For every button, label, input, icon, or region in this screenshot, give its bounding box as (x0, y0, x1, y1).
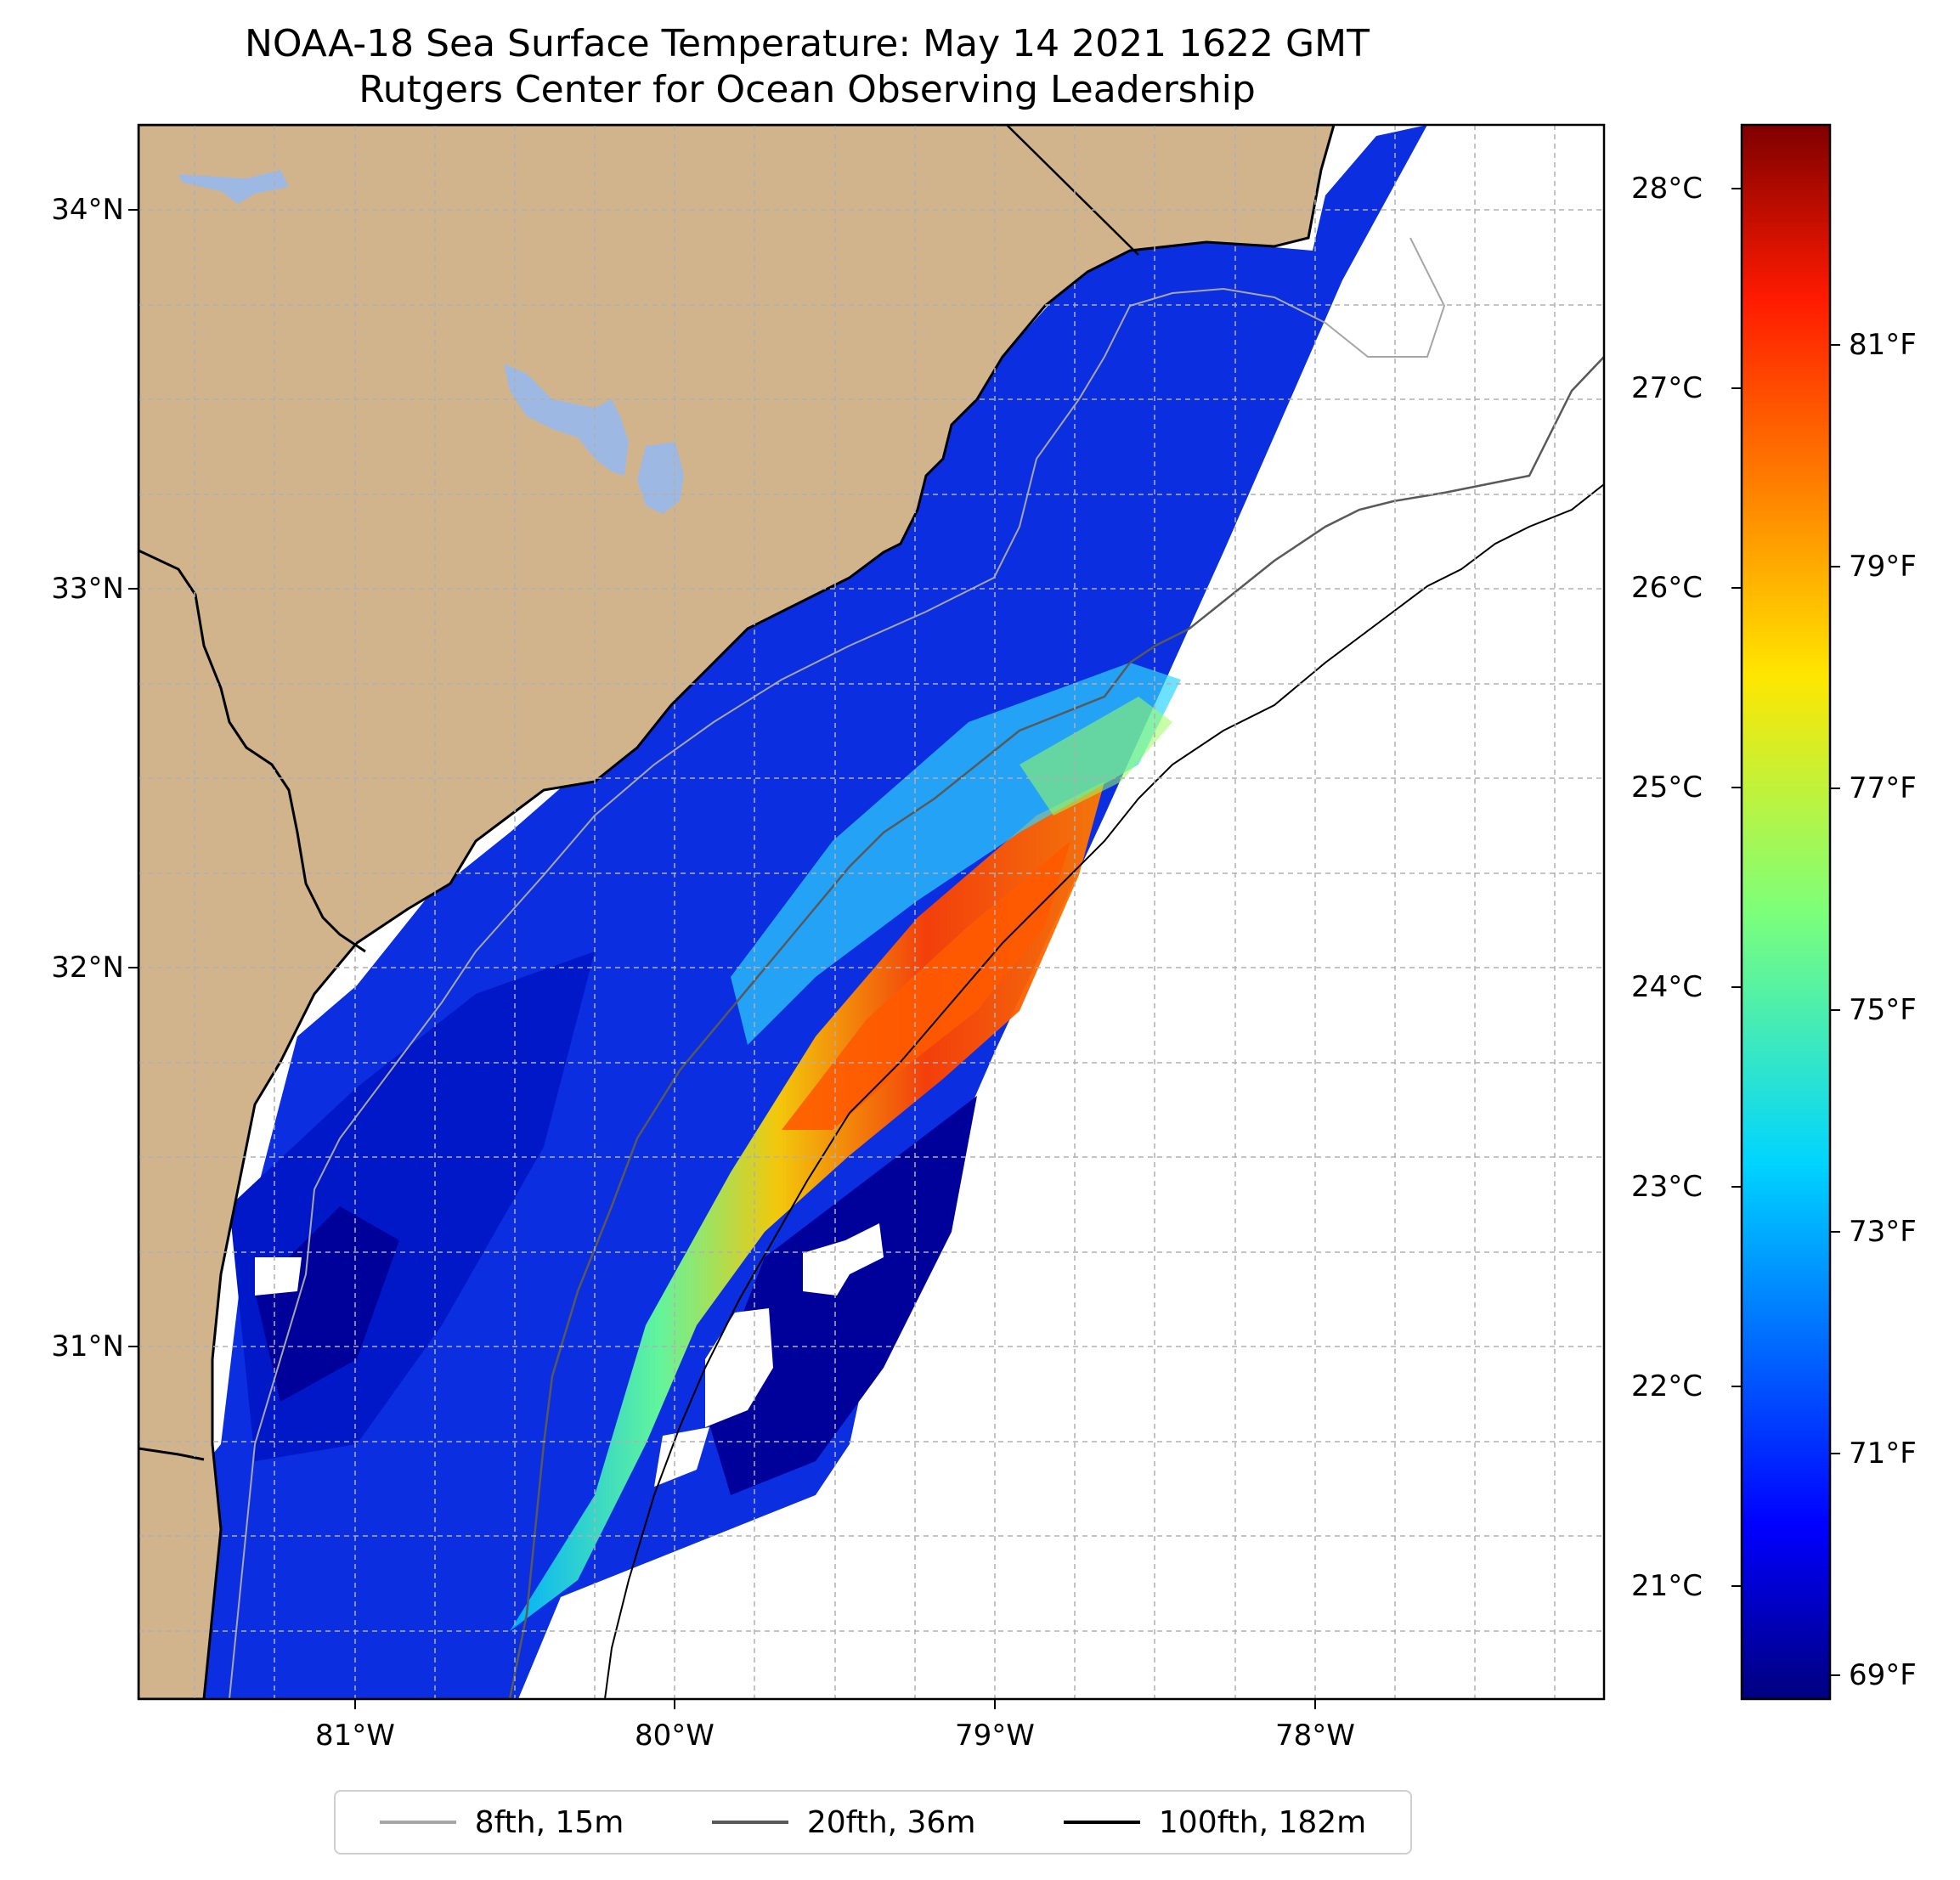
map-area (138, 125, 1604, 1699)
lon-label: 80°W (635, 1719, 715, 1753)
legend-label: 8fth, 15m (474, 1804, 624, 1840)
colorbar-fahrenheit-label: 73°F (1849, 1215, 1917, 1249)
sst-transition (1020, 697, 1172, 816)
river-border (138, 549, 366, 953)
missing-data-hole (705, 1308, 773, 1427)
lat-label: 33°N (51, 572, 124, 606)
missing-data-hole (654, 1427, 709, 1487)
legend-swatch-light-gray (379, 1821, 456, 1824)
colorbar-celsius-label: 23°C (1631, 1170, 1703, 1204)
lon-label: 81°W (315, 1719, 395, 1753)
colorbar-ticks (1731, 188, 1840, 1676)
missing-data-hole (518, 1444, 850, 1699)
colorbar-fahrenheit-label: 77°F (1849, 771, 1917, 805)
colorbar-fahrenheit-label: 69°F (1849, 1658, 1917, 1692)
legend-swatch-black (1063, 1821, 1140, 1824)
legend-item-15m: 8fth, 15m (379, 1804, 624, 1840)
map-subtitle: Rutgers Center for Ocean Observing Leade… (359, 68, 1256, 111)
sst-warm-core (782, 841, 1070, 1130)
axis-ticks (128, 209, 1316, 1709)
sst-cold-patch (255, 1206, 399, 1402)
colorbar-fahrenheit-label: 71°F (1849, 1437, 1917, 1471)
land-mass (138, 125, 1336, 1699)
sst-cold-patch (705, 1096, 977, 1495)
lat-label: 31°N (51, 1330, 124, 1363)
isobath-182m (604, 483, 1604, 1699)
legend-label: 20fth, 36m (806, 1804, 976, 1840)
legend-item-182m: 100fth, 182m (1063, 1804, 1367, 1840)
colorbar-celsius-label: 24°C (1631, 970, 1703, 1004)
lon-label: 79°W (955, 1719, 1035, 1753)
map-frame (137, 123, 1606, 1701)
isobath-legend: 8fth, 15m 20fth, 36m 100fth, 182m (334, 1790, 1412, 1855)
lon-label: 78°W (1275, 1719, 1355, 1753)
colorbar-celsius-label: 27°C (1631, 371, 1703, 405)
lake (178, 170, 289, 204)
map-title: NOAA-18 Sea Surface Temperature: May 14 … (245, 22, 1370, 65)
lake (637, 442, 684, 514)
lake (504, 364, 629, 476)
colorbar-fahrenheit-label: 75°F (1849, 993, 1917, 1027)
legend-item-36m: 20fth, 36m (711, 1804, 976, 1840)
legend-swatch-dark-gray (711, 1821, 788, 1824)
missing-data-hole (803, 1223, 884, 1296)
colorbar-fahrenheit-label: 81°F (1849, 328, 1917, 362)
missing-data-hole (255, 1257, 302, 1296)
state-border (1006, 125, 1139, 256)
isobath-15m (229, 237, 1446, 1699)
colorbar-celsius-label: 28°C (1631, 172, 1703, 206)
isobath-36m (508, 356, 1604, 1699)
state-border (138, 1447, 205, 1461)
lat-label: 32°N (51, 951, 124, 985)
legend-label: 100fth, 182m (1158, 1804, 1367, 1840)
colorbar (1740, 123, 1832, 1701)
colorbar-celsius-label: 26°C (1631, 571, 1703, 605)
map-gridlines (138, 125, 1604, 1699)
colorbar-celsius-label: 21°C (1631, 1569, 1703, 1603)
lat-label: 34°N (51, 193, 124, 227)
colorbar-celsius-label: 25°C (1631, 771, 1703, 805)
colorbar-fahrenheit-label: 79°F (1849, 550, 1917, 584)
colorbar-celsius-label: 22°C (1631, 1369, 1703, 1403)
